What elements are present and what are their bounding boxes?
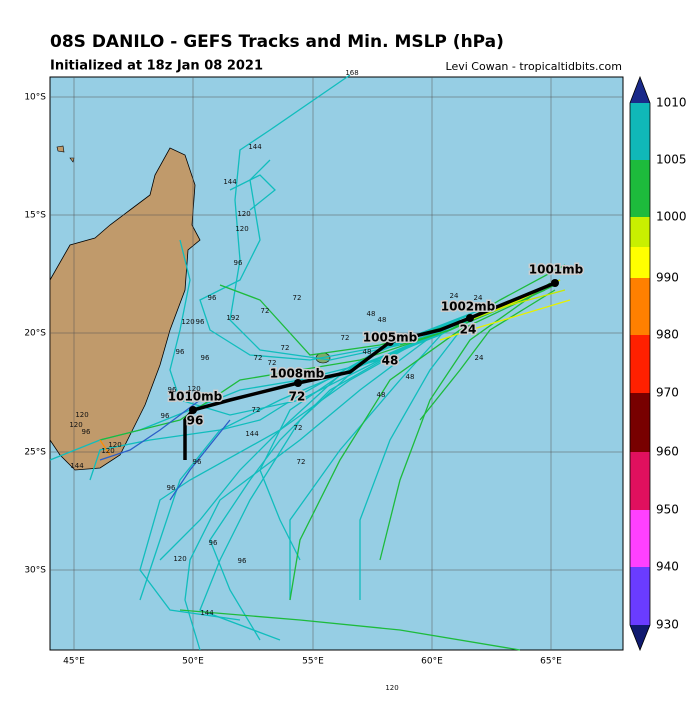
lat-labels: 10°S 15°S 20°S 25°S 30°S	[24, 93, 46, 576]
hour-label: 24	[474, 294, 483, 302]
lat-label: 20°S	[24, 329, 46, 339]
hour-label: 72	[261, 307, 270, 315]
hour-label: 96	[238, 557, 247, 565]
hour-label: 120	[75, 411, 88, 419]
hour-label: 144	[223, 178, 237, 186]
colorbar-label: 1010	[656, 96, 687, 110]
madagascar	[49, 147, 201, 471]
track-label: 1001mb	[529, 263, 584, 277]
colorbar-label: 940	[656, 560, 679, 574]
colorbar: 1010 1005 1000 990 980 970 960 950 940 9…	[629, 75, 687, 652]
hour-label: 48	[378, 316, 387, 324]
hour-label: 72	[297, 458, 306, 466]
hour-label: 48	[406, 373, 415, 381]
hour-label: 96	[196, 318, 205, 326]
colorbar-label: 1000	[656, 210, 687, 224]
lon-label: 50°E	[182, 657, 204, 667]
track-label: 1002mb	[441, 300, 496, 314]
hour-label: 120	[235, 225, 248, 233]
hour-label: 120	[108, 441, 121, 449]
hour-label: 120	[173, 555, 186, 563]
map: 1001mb 1002mb 24 1005mb 48 1008mb 72 101…	[24, 69, 624, 692]
hour-labels: 168 144 144 120 120 96 96 72 72 192 120 …	[69, 69, 484, 692]
hour-label: 96	[167, 484, 176, 492]
colorbar-label: 970	[656, 386, 679, 400]
hour-label: 24	[475, 354, 484, 362]
lon-label: 60°E	[421, 657, 443, 667]
hour-label: 96	[161, 412, 170, 420]
hour-label: 72	[294, 424, 303, 432]
hour-label: 144	[70, 462, 84, 470]
hour-label: 96	[208, 294, 217, 302]
colorbar-label: 950	[656, 503, 679, 517]
colorbar-label: 960	[656, 445, 679, 459]
hour-label: 72	[293, 294, 302, 302]
hour-label: 120	[187, 385, 200, 393]
colorbar-label: 980	[656, 328, 679, 342]
hour-label: 48	[363, 348, 372, 356]
hour-label: 96	[82, 428, 91, 436]
colorbar-label: 1005	[656, 153, 687, 167]
hour-label: 144	[248, 143, 262, 151]
colorbar-label: 930	[656, 618, 679, 632]
hour-label: 96	[176, 348, 185, 356]
hour-label: 168	[345, 69, 358, 77]
hour-label: 120	[69, 421, 82, 429]
hour-label: 96	[234, 259, 243, 267]
hour-label: 144	[200, 609, 214, 617]
title: 08S DANILO - GEFS Tracks and Min. MSLP (…	[50, 32, 504, 52]
hour-label: 72	[254, 354, 263, 362]
lon-labels: 45°E 50°E 55°E 60°E 65°E	[63, 657, 562, 667]
colorbar-label: 990	[656, 271, 679, 285]
track-label: 1010mb	[168, 390, 223, 404]
hour-label: 48	[367, 310, 376, 318]
subtitle: Initialized at 18z Jan 08 2021	[50, 59, 263, 74]
credit: Levi Cowan - tropicaltidbits.com	[446, 60, 622, 73]
hour-label: 72	[341, 334, 350, 342]
track-label: 96	[187, 414, 204, 428]
hour-label: 192	[226, 314, 239, 322]
lat-label: 25°S	[24, 448, 46, 458]
hour-label: 96	[193, 458, 202, 466]
hour-label: 48	[377, 391, 386, 399]
hour-label: 120	[181, 318, 194, 326]
mean-track-labels: 1001mb 1002mb 24 1005mb 48 1008mb 72 101…	[166, 261, 585, 429]
lat-label: 10°S	[24, 93, 46, 103]
hour-label: 72	[281, 344, 290, 352]
hour-label: 144	[245, 430, 259, 438]
hour-label: 120	[101, 447, 114, 455]
lat-label: 15°S	[24, 211, 46, 221]
comoros	[56, 145, 75, 163]
track-label: 24	[460, 323, 477, 337]
hour-label: 24	[450, 292, 459, 300]
hour-label: 120	[385, 684, 398, 692]
mean-track-points	[189, 279, 559, 414]
track-label: 48	[382, 354, 399, 368]
lon-label: 65°E	[540, 657, 562, 667]
lon-label: 45°E	[63, 657, 85, 667]
hour-label: 120	[237, 210, 250, 218]
hour-label: 96	[168, 386, 177, 394]
hour-label: 96	[209, 539, 218, 547]
track-label: 1008mb	[270, 367, 325, 381]
lat-label: 30°S	[24, 566, 46, 576]
hour-label: 96	[201, 354, 210, 362]
track-label: 72	[289, 390, 306, 404]
lon-label: 55°E	[302, 657, 324, 667]
ensemble-mean-track	[183, 281, 556, 460]
track-label: 1005mb	[363, 331, 418, 345]
hour-label: 72	[252, 406, 261, 414]
hour-label: 72	[268, 359, 277, 367]
